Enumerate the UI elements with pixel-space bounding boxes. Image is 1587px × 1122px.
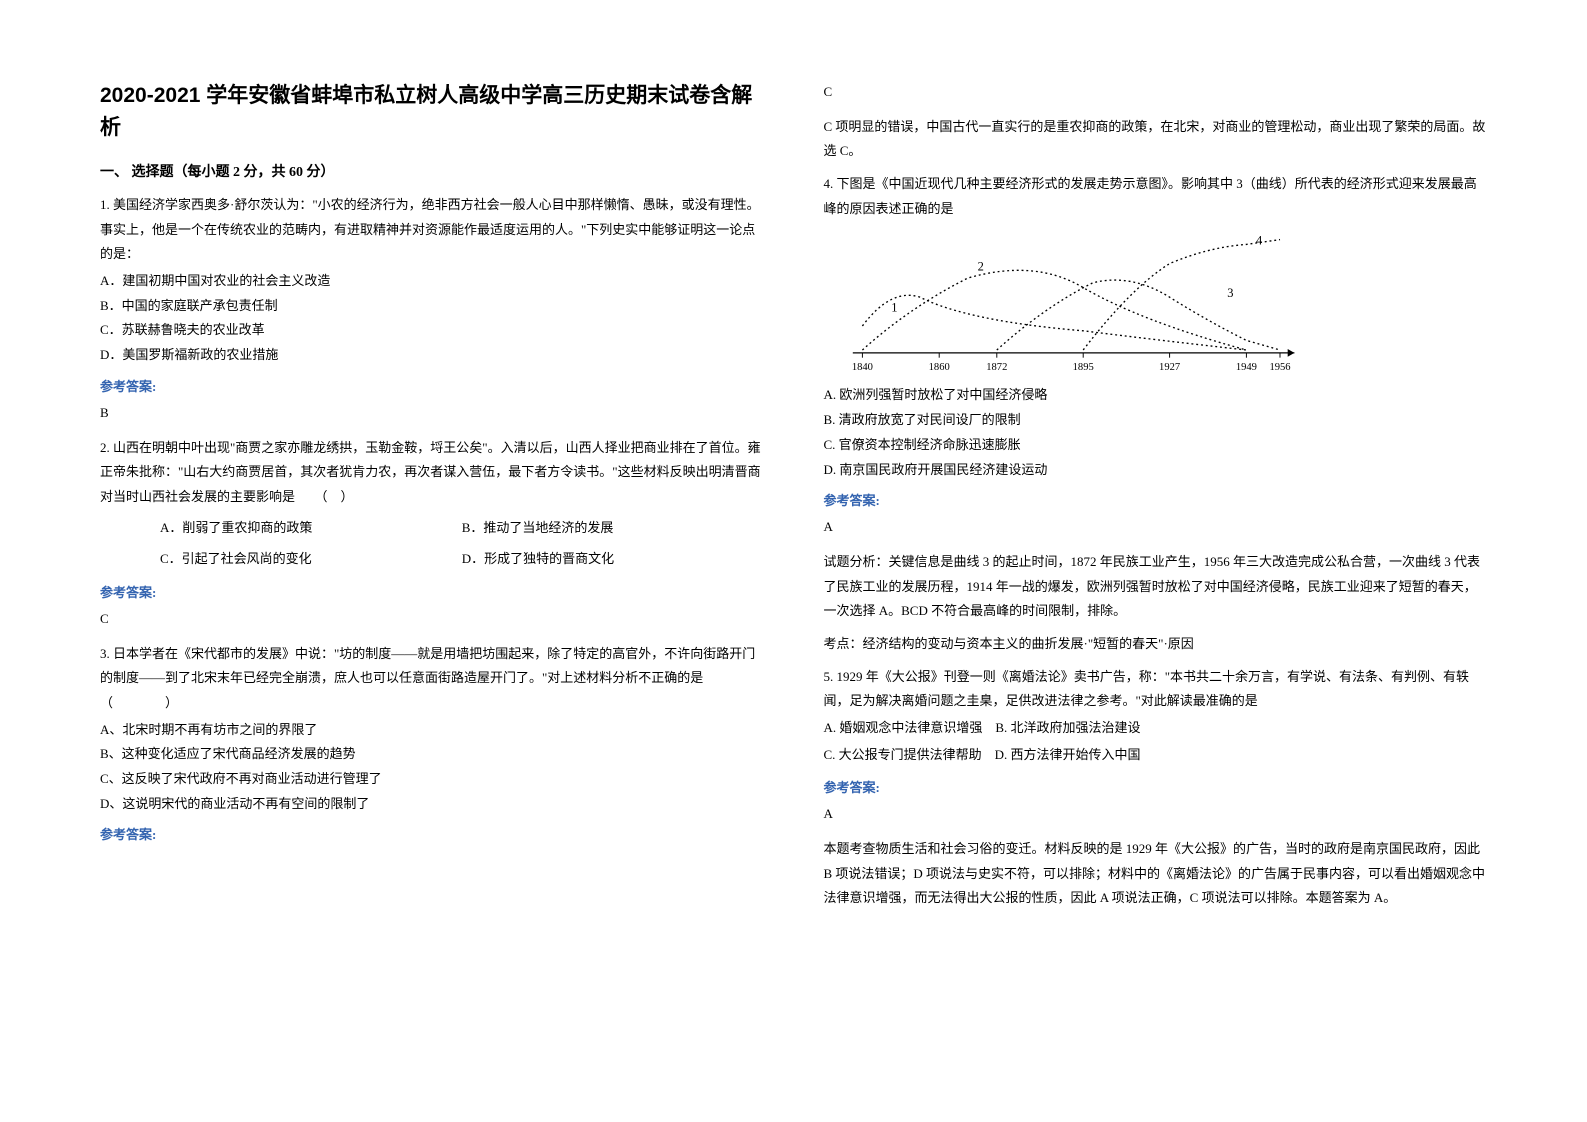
svg-text:1872: 1872	[986, 363, 1007, 374]
options-row-ab: A．削弱了重农抑商的政策 B．推动了当地经济的发展	[160, 512, 764, 543]
question-text: 4. 下图是《中国近现代几种主要经济形式的发展走势示意图》。影响其中 3（曲线）…	[824, 172, 1488, 221]
svg-text:3: 3	[1227, 287, 1233, 301]
exam-title: 2020-2021 学年安徽省蚌埠市私立树人高级中学高三历史期末试卷含解析	[100, 80, 764, 143]
option-c: C. 官僚资本控制经济命脉迅速膨胀	[824, 433, 1488, 458]
option-c: C、这反映了宋代政府不再对商业活动进行管理了	[100, 767, 764, 792]
answer-label: 参考答案:	[100, 376, 764, 395]
svg-text:1: 1	[891, 301, 897, 315]
question-5: 5. 1929 年《大公报》刊登一则《离婚法论》卖书广告，称："本书共二十余万言…	[824, 665, 1488, 770]
answer-value: C	[824, 80, 1488, 105]
option-d: D. 南京国民政府开展国民经济建设运动	[824, 458, 1488, 483]
options-indent: A．削弱了重农抑商的政策 B．推动了当地经济的发展 C．引起了社会风尚的变化 D…	[100, 512, 764, 574]
explanation: 考点：经济结构的变动与资本主义的曲折发展·"短暂的春天"·原因	[824, 632, 1488, 657]
option-b: B. 清政府放宽了对民间设厂的限制	[824, 408, 1488, 433]
options-cd: C. 大公报专门提供法律帮助 D. 西方法律开始传入中国	[824, 743, 1488, 768]
option-a: A．削弱了重农抑商的政策	[160, 512, 462, 543]
answer-value: B	[100, 401, 764, 426]
svg-text:4: 4	[1256, 234, 1263, 248]
answer-value: C	[100, 607, 764, 632]
option-c: C．引起了社会风尚的变化	[160, 543, 462, 574]
explanation: 试题分析：关键信息是曲线 3 的起止时间，1872 年民族工业产生，1956 年…	[824, 550, 1488, 624]
explanation: C 项明显的错误，中国古代一直实行的是重农抑商的政策，在北宋，对商业的管理松动，…	[824, 115, 1488, 164]
options-ab: A. 婚姻观念中法律意识增强 B. 北洋政府加强法治建设	[824, 716, 1488, 741]
question-text: 3. 日本学者在《宋代都市的发展》中说："坊的制度——就是用墙把坊围起来，除了特…	[100, 642, 764, 716]
option-c: C．苏联赫鲁晓夫的农业改革	[100, 318, 764, 343]
option-a: A、北宋时期不再有坊市之间的界限了	[100, 718, 764, 743]
economy-chart: 1840 1860 1872 1895 1927 1949 1956 1 2 3 4	[824, 227, 1304, 377]
question-3: 3. 日本学者在《宋代都市的发展》中说："坊的制度——就是用墙把坊围起来，除了特…	[100, 642, 764, 817]
svg-text:1956: 1956	[1269, 363, 1290, 374]
explanation: 本题考查物质生活和社会习俗的变迁。材料反映的是 1929 年《大公报》的广告，当…	[824, 837, 1488, 911]
svg-text:1860: 1860	[928, 363, 949, 374]
chart-container: 1840 1860 1872 1895 1927 1949 1956 1 2 3 4	[824, 227, 1304, 377]
question-text: 1. 美国经济学家西奥多·舒尔茨认为："小农的经济行为，绝非西方社会一般人心目中…	[100, 193, 764, 267]
answer-value: A	[824, 515, 1488, 540]
option-b: B．推动了当地经济的发展	[462, 512, 764, 543]
answer-label: 参考答案:	[824, 490, 1488, 509]
question-text: 5. 1929 年《大公报》刊登一则《离婚法论》卖书广告，称："本书共二十余万言…	[824, 665, 1488, 714]
left-column: 2020-2021 学年安徽省蚌埠市私立树人高级中学高三历史期末试卷含解析 一、…	[100, 80, 764, 1042]
section-header: 一、 选择题（每小题 2 分，共 60 分）	[100, 161, 764, 181]
svg-text:1840: 1840	[851, 363, 872, 374]
option-d: D．美国罗斯福新政的农业措施	[100, 343, 764, 368]
question-text: 2. 山西在明朝中叶出现"商贾之家亦雕龙绣拱，玉勒金鞍，埒王公矣"。入清以后，山…	[100, 436, 764, 510]
answer-label: 参考答案:	[100, 824, 764, 843]
answer-value: A	[824, 802, 1488, 827]
option-b: B、这种变化适应了宋代商品经济发展的趋势	[100, 742, 764, 767]
svg-text:1895: 1895	[1072, 363, 1093, 374]
question-1: 1. 美国经济学家西奥多·舒尔茨认为："小农的经济行为，绝非西方社会一般人心目中…	[100, 193, 764, 368]
answer-label: 参考答案:	[100, 582, 764, 601]
svg-text:1927: 1927	[1159, 363, 1180, 374]
right-column: C C 项明显的错误，中国古代一直实行的是重农抑商的政策，在北宋，对商业的管理松…	[824, 80, 1488, 1042]
options-row-cd: C．引起了社会风尚的变化 D．形成了独特的晋商文化	[160, 543, 764, 574]
svg-text:1949: 1949	[1235, 363, 1256, 374]
svg-text:2: 2	[977, 260, 983, 274]
question-2: 2. 山西在明朝中叶出现"商贾之家亦雕龙绣拱，玉勒金鞍，埒王公矣"。入清以后，山…	[100, 436, 764, 574]
option-a: A. 欧洲列强暂时放松了对中国经济侵略	[824, 383, 1488, 408]
option-d: D．形成了独特的晋商文化	[462, 543, 764, 574]
option-b: B．中国的家庭联产承包责任制	[100, 294, 764, 319]
question-4: 4. 下图是《中国近现代几种主要经济形式的发展走势示意图》。影响其中 3（曲线）…	[824, 172, 1488, 482]
answer-label: 参考答案:	[824, 777, 1488, 796]
option-a: A．建国初期中国对农业的社会主义改造	[100, 269, 764, 294]
option-d: D、这说明宋代的商业活动不再有空间的限制了	[100, 792, 764, 817]
